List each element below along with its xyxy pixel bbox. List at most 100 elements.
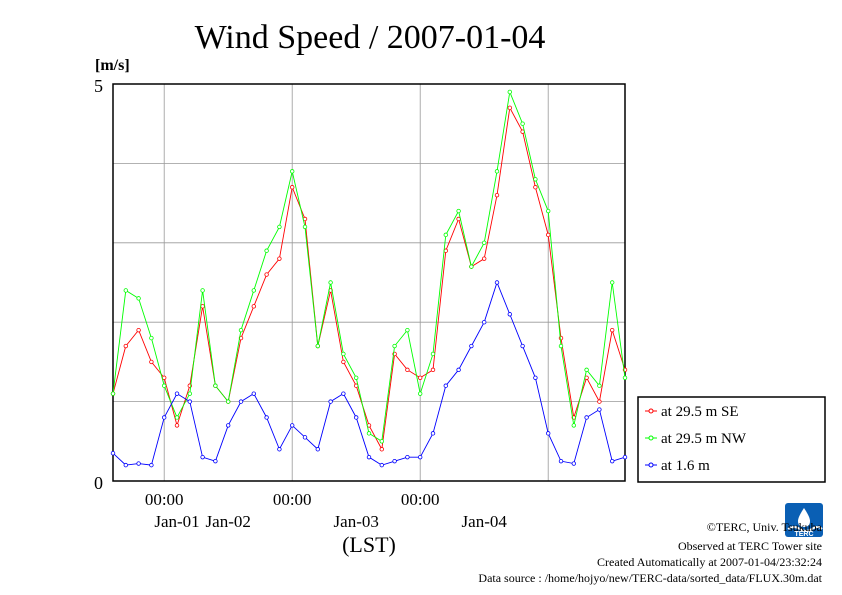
- data-point: [584, 415, 589, 420]
- legend-box: [637, 396, 826, 483]
- legend-label: at 1.6 m: [661, 458, 710, 474]
- data-point: [123, 288, 128, 293]
- data-point: [110, 391, 116, 396]
- data-point: [494, 169, 500, 174]
- data-point: [379, 462, 384, 468]
- data-point: [418, 391, 423, 396]
- series-1: [110, 105, 628, 452]
- data-point: [610, 280, 615, 285]
- data-point: [443, 232, 448, 238]
- legend-label: at 29.5 m NW: [661, 431, 747, 447]
- data-point: [418, 454, 423, 460]
- plot-frame: [112, 83, 626, 482]
- data-point: [533, 177, 538, 182]
- data-point: [533, 185, 538, 190]
- data-point: [379, 439, 384, 444]
- data-point: [392, 458, 397, 464]
- data-point: [277, 447, 282, 452]
- data-point: [161, 383, 167, 388]
- data-point: [354, 415, 359, 420]
- legend-item: at 1.6 m: [645, 458, 710, 474]
- data-point: [571, 461, 576, 466]
- data-point: [494, 280, 500, 285]
- data-point: [494, 192, 500, 198]
- wave-icon: [787, 526, 823, 532]
- x-tick-label: 00:00: [273, 490, 312, 509]
- data-point: [251, 304, 256, 309]
- data-point: [520, 121, 525, 126]
- data-point: [405, 327, 410, 333]
- data-point: [174, 415, 180, 420]
- data-point: [610, 458, 615, 464]
- data-point: [456, 367, 461, 373]
- x-tick-label: 00:00: [145, 490, 184, 509]
- data-point: [149, 359, 154, 365]
- data-point: [315, 447, 320, 452]
- data-point: [187, 391, 192, 396]
- data-point: [366, 454, 372, 460]
- legend-label: at 29.5 m SE: [661, 404, 739, 420]
- data-point: [430, 367, 436, 373]
- x-tick-label: 00:00: [401, 490, 440, 509]
- data-point: [610, 327, 615, 333]
- data-point: [507, 105, 512, 111]
- terc-logo: TERC: [785, 503, 823, 538]
- data-point: [571, 423, 576, 428]
- data-point: [430, 431, 436, 436]
- data-point: [136, 327, 141, 333]
- data-point: [469, 343, 474, 349]
- series-3: [110, 280, 628, 468]
- data-point: [392, 343, 397, 349]
- data-source-text: Data source : /home/hojyo/new/TERC-data/…: [478, 571, 822, 585]
- data-point: [507, 312, 512, 317]
- legend-item: at 29.5 m NW: [645, 431, 747, 447]
- data-point: [405, 367, 410, 373]
- data-point: [110, 451, 116, 456]
- data-point: [174, 391, 180, 396]
- data-point: [200, 288, 205, 293]
- y-tick-label-top: 5: [94, 76, 103, 96]
- data-point: [149, 335, 154, 341]
- data-point: [430, 351, 436, 357]
- grid-lines: [113, 84, 625, 481]
- data-point: [405, 454, 410, 460]
- data-point: [418, 375, 423, 380]
- copyright-text: ©TERC, Univ. Tsukuba: [707, 520, 823, 534]
- data-point: [277, 256, 282, 261]
- data-point: [161, 415, 167, 420]
- data-point: [290, 423, 295, 428]
- logo-text: TERC: [794, 531, 813, 538]
- data-point: [123, 462, 128, 468]
- water-drop-icon: [798, 508, 810, 527]
- data-point: [546, 431, 551, 436]
- data-point: [213, 383, 218, 388]
- legend: at 29.5 m SE at 29.5 m NW at 1.6 m: [637, 396, 826, 483]
- day-label: Jan-04: [462, 512, 508, 531]
- data-point: [136, 296, 141, 301]
- legend-swatch-marker: [648, 408, 654, 414]
- data-point: [149, 462, 154, 468]
- y-tick-label-bottom: 0: [94, 473, 103, 493]
- data-point: [482, 240, 487, 245]
- day-label: Jan-02: [206, 512, 251, 531]
- data-point: [187, 399, 192, 404]
- data-point: [558, 343, 564, 349]
- data-point: [123, 343, 128, 349]
- data-point: [597, 383, 602, 388]
- data-point: [328, 399, 333, 404]
- data-point: [366, 431, 372, 436]
- data-point: [622, 454, 628, 460]
- data-point: [507, 89, 512, 95]
- data-point: [469, 264, 474, 269]
- data-point: [533, 375, 538, 380]
- legend-swatch-marker: [648, 462, 654, 468]
- data-point: [290, 185, 295, 190]
- x-axis-label: (LST): [342, 532, 396, 557]
- legend-item: at 29.5 m SE: [645, 404, 739, 420]
- data-point: [584, 367, 589, 373]
- data-point: [546, 232, 551, 238]
- observed-text: Observed at TERC Tower site: [678, 539, 822, 553]
- data-point: [161, 375, 167, 380]
- data-point: [354, 375, 359, 380]
- data-point: [238, 399, 244, 404]
